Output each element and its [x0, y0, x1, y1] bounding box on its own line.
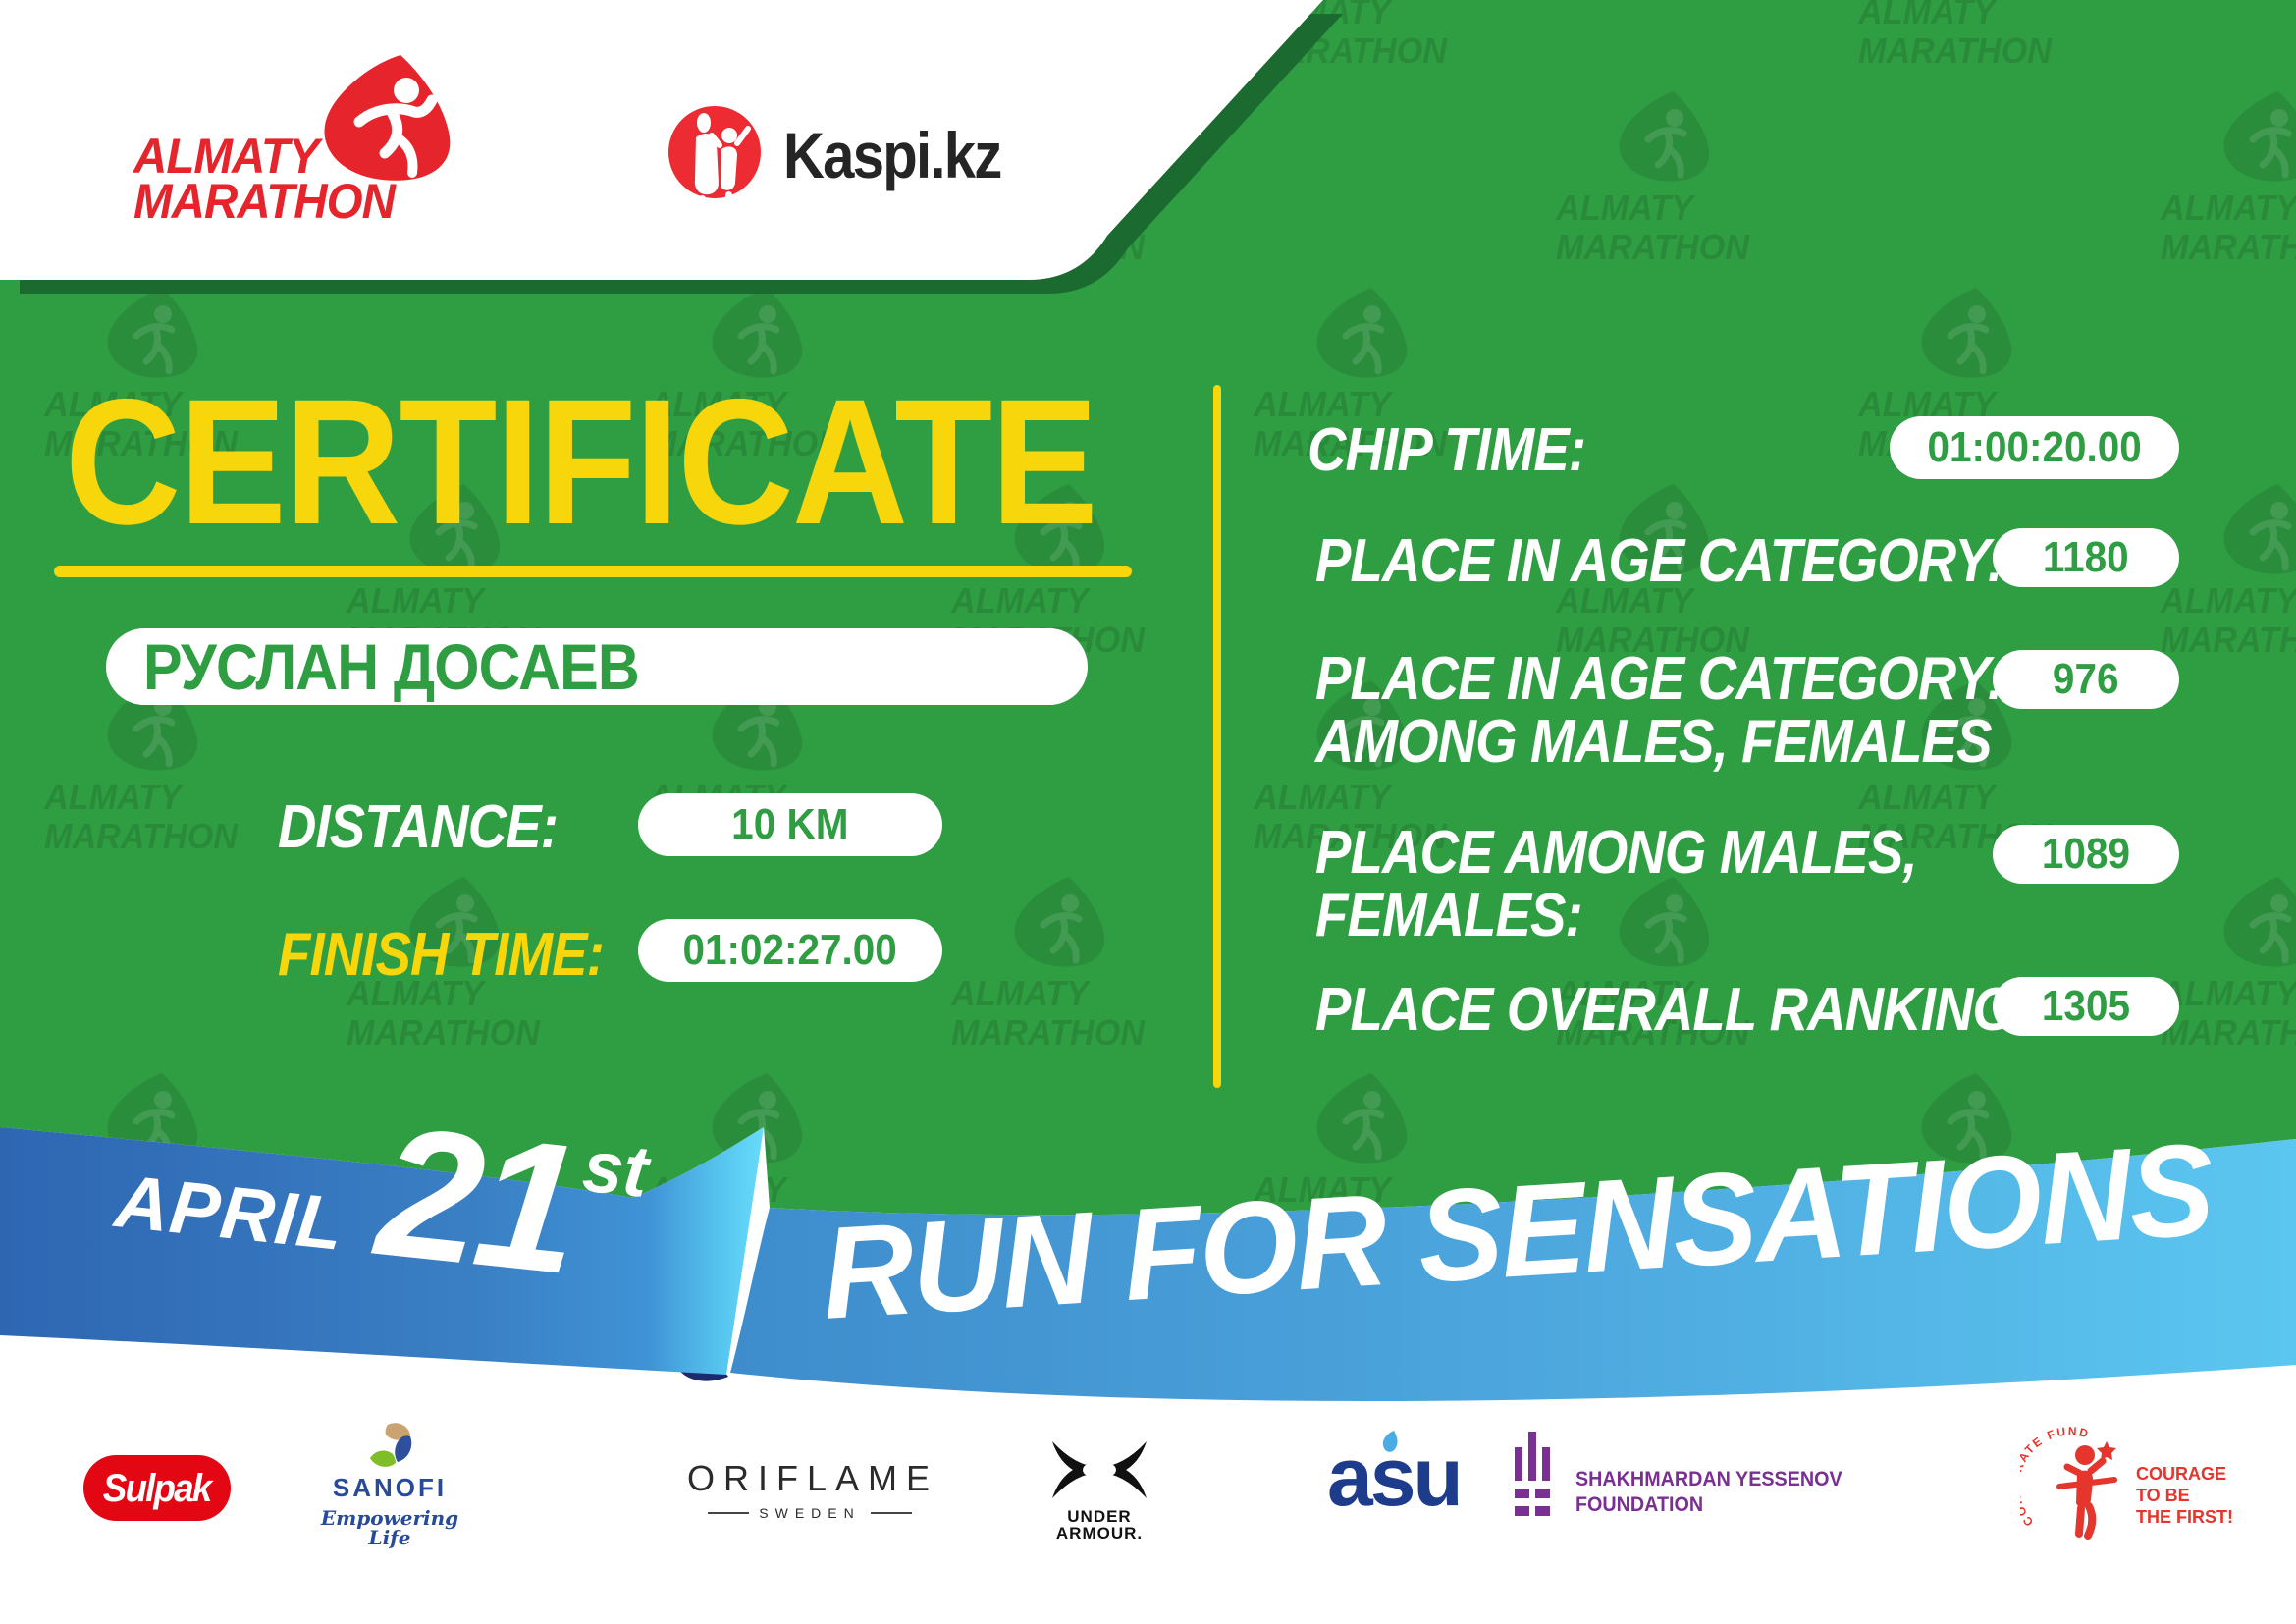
- certificate-title: CERTIFICATE: [65, 361, 1098, 562]
- overall-ranking-pill: 1305: [1993, 977, 2179, 1036]
- finish-time-label: FINISH TIME:: [278, 921, 605, 989]
- event-day: 21: [369, 1087, 584, 1313]
- sulpak-wordmark: Sulpak: [103, 1466, 212, 1510]
- courage-text-line1: COURAGE: [2136, 1464, 2227, 1484]
- sulpak-logo: Sulpak: [83, 1455, 231, 1521]
- age-category-gender-label: PLACE IN AGE CATEGORY: AMONG MALES, FEMA…: [1315, 645, 2004, 776]
- sanofi-swirl-icon: [370, 1423, 412, 1467]
- sanofi-wordmark: SANOFI: [332, 1473, 448, 1502]
- header-white-card: [0, 0, 1323, 280]
- place-gender-pill: 1089: [1993, 825, 2179, 884]
- under-armour-icon: [1052, 1441, 1147, 1498]
- age-category-label: PLACE IN AGE CATEGORY:: [1315, 527, 2004, 595]
- finish-time-value: 01:02:27.00: [682, 926, 898, 974]
- oriflame-wordmark: ORIFLAME: [687, 1458, 939, 1498]
- distance-pill: 10 KM: [638, 793, 942, 856]
- kaspi-icon: [668, 106, 761, 207]
- finish-time-pill: 01:02:27.00: [638, 919, 942, 982]
- almaty-marathon-wordmark-line1: ALMATY: [133, 129, 320, 184]
- courage-text-line3: THE FIRST!: [2136, 1507, 2233, 1527]
- yessenov-foundation-logo: SHAKHMARDAN YESSENOV FOUNDATION: [1515, 1432, 1859, 1522]
- ribbon-right-segment: [730, 1139, 2296, 1401]
- courage-runner-icon: CORPORATE FUND: [2008, 1424, 2117, 1540]
- oriflame-logo: ORIFLAME SWEDEN: [687, 1458, 939, 1521]
- title-underline: [54, 566, 1132, 577]
- ribbon-left-segment: [0, 1127, 764, 1375]
- under-armour-logo: UNDER ARMOUR.: [1026, 1439, 1173, 1542]
- age-category-pill: 1180: [1993, 528, 2179, 587]
- results-divider-line: [1213, 385, 1221, 1088]
- chip-time-label: CHIP TIME:: [1308, 416, 1586, 484]
- yessenov-wordmark-line2: FOUNDATION: [1575, 1493, 1704, 1516]
- distance-label: DISTANCE:: [278, 793, 559, 861]
- almaty-marathon-wordmark-line2: MARATHON: [133, 174, 396, 229]
- almaty-marathon-runner-icon: [324, 55, 451, 181]
- courage-fund-logo: CORPORATE FUND COURAGE TO BE THE FIRST!: [2008, 1424, 2233, 1551]
- chip-time-value: 01:00:20.00: [1927, 423, 2142, 471]
- asu-wordmark: asu: [1327, 1431, 1464, 1523]
- asu-droplet-icon: [1382, 1431, 1398, 1452]
- participant-name-box: РУСЛАН ДОСАЕВ: [106, 628, 1088, 705]
- oriflame-rule-right: [870, 1512, 912, 1514]
- sanofi-tagline: Empowering Life: [320, 1506, 459, 1549]
- age-category-value: 1180: [2043, 533, 2129, 581]
- event-day-suffix: st: [579, 1124, 653, 1214]
- overall-ranking-label: PLACE OVERALL RANKING:: [1315, 976, 2031, 1044]
- age-category-gender-value: 976: [2053, 655, 2119, 703]
- place-gender-label: PLACE AMONG MALES, FEMALES:: [1315, 819, 1917, 949]
- under-armour-wordmark: UNDER ARMOUR.: [1055, 1507, 1144, 1543]
- oriflame-country: SWEDEN: [759, 1505, 861, 1521]
- place-gender-value: 1089: [2041, 830, 2131, 878]
- distance-value: 10 KM: [731, 800, 849, 848]
- chip-time-pill: 01:00:20.00: [1890, 416, 2179, 479]
- age-category-gender-pill: 976: [1993, 650, 2179, 709]
- oriflame-rule-left: [708, 1512, 750, 1514]
- yessenov-bars-icon: [1515, 1432, 1550, 1516]
- overall-ranking-value: 1305: [2041, 982, 2131, 1030]
- kaspi-wordmark: Kaspi.kz: [783, 119, 1002, 191]
- participant-name: РУСЛАН ДОСАЕВ: [143, 630, 640, 703]
- yessenov-wordmark-line1: SHAKHMARDAN YESSENOV: [1575, 1468, 1842, 1490]
- sanofi-logo: SANOFI Empowering Life: [316, 1422, 463, 1547]
- asu-logo: asu: [1327, 1431, 1464, 1518]
- courage-text-line2: TO BE: [2136, 1486, 2190, 1505]
- event-month: APRIL: [111, 1160, 348, 1267]
